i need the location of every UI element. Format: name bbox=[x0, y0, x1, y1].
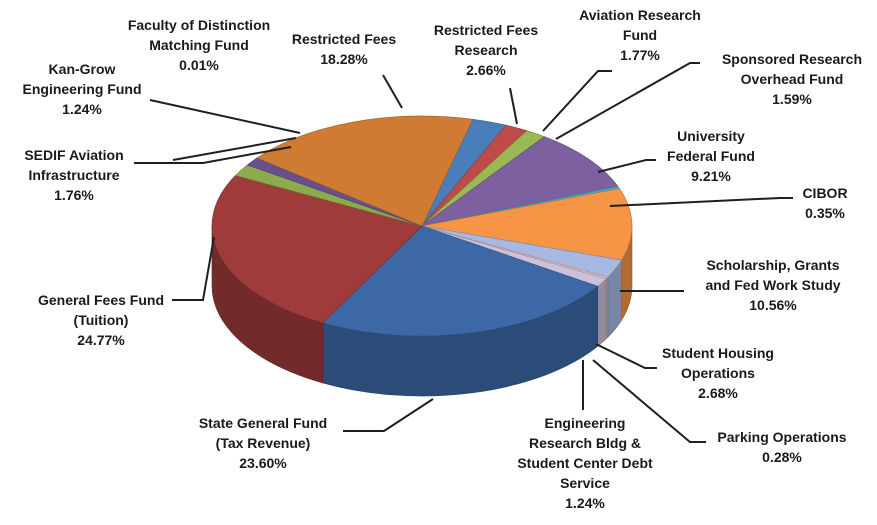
slice-label-text: Parking Operations bbox=[717, 429, 846, 445]
slice-label-percent: 1.59% bbox=[772, 91, 812, 107]
pie-slice-general-fees-fund-tuition bbox=[211, 175, 423, 324]
slice-label-text: Research Bldg & bbox=[529, 435, 641, 451]
slice-labels: Faculty of Distinction Matching Fund 0.01%… bbox=[23, 7, 863, 511]
slice-label-text: Engineering bbox=[545, 415, 626, 431]
slice-label: Student Housing Operations 2.68% bbox=[662, 345, 774, 401]
slice-label-text: Operations bbox=[681, 365, 755, 381]
slice-label-percent: 23.60% bbox=[239, 455, 287, 471]
leader-line bbox=[172, 236, 215, 301]
leader-line bbox=[343, 398, 434, 432]
slice-label-text: Research bbox=[454, 42, 517, 58]
slice-label-text: (Tax Revenue) bbox=[216, 435, 311, 451]
slice-label-percent: 9.21% bbox=[691, 168, 731, 184]
slice-label-text: Student Housing bbox=[662, 345, 774, 361]
slice-label-text: Federal Fund bbox=[667, 148, 755, 164]
leader-line bbox=[592, 359, 706, 443]
slice-label-text: Service bbox=[560, 475, 610, 491]
slice-label-text: Restricted Fees bbox=[434, 22, 538, 38]
slice-label-text: Engineering Fund bbox=[23, 81, 142, 97]
leader-lines bbox=[134, 62, 793, 443]
leader-line bbox=[609, 197, 793, 207]
slice-label-text: Overhead Fund bbox=[741, 71, 844, 87]
slice-label: Kan-Grow Engineering Fund 1.24% bbox=[23, 61, 142, 117]
pie-slice-state-general-fund-tax-revenue bbox=[322, 225, 599, 337]
slice-label-text: Infrastructure bbox=[28, 167, 119, 183]
slice-label-text: Kan-Grow bbox=[49, 61, 116, 77]
slice-label-percent: 0.28% bbox=[762, 449, 802, 465]
slice-label-percent: 10.56% bbox=[749, 297, 797, 313]
slice-label-text: Sponsored Research bbox=[722, 51, 862, 67]
slice-label-percent: 1.76% bbox=[54, 187, 94, 203]
slice-label-text: State General Fund bbox=[199, 415, 327, 431]
slice-label-text: Aviation Research bbox=[579, 7, 701, 23]
leader-line bbox=[595, 343, 657, 369]
slice-label-percent: 2.66% bbox=[466, 62, 506, 78]
leader-line bbox=[509, 87, 518, 125]
leader-line bbox=[542, 70, 612, 132]
slice-label-text: Matching Fund bbox=[149, 37, 249, 53]
leader-line bbox=[382, 74, 403, 109]
slice-label-text: SEDIF Aviation bbox=[24, 147, 123, 163]
leader-line bbox=[134, 146, 292, 164]
slice-label: Engineering Research Bldg & Student Center… bbox=[517, 415, 653, 511]
slice-label: General Fees Fund (Tuition) 24.77% bbox=[38, 292, 164, 348]
slice-label: University Federal Fund 9.21% bbox=[667, 128, 755, 184]
slice-label: State General Fund (Tax Revenue) 23.60% bbox=[199, 415, 327, 471]
slice-label: Aviation Research Fund 1.77% bbox=[579, 7, 701, 63]
slice-label-text: Fund bbox=[623, 27, 657, 43]
slice-label-percent: 2.68% bbox=[698, 385, 738, 401]
slice-label-text: University bbox=[677, 128, 745, 144]
slice-label-percent: 1.24% bbox=[62, 101, 102, 117]
slice-label-text: CIBOR bbox=[802, 185, 847, 201]
slice-label: Faculty of Distinction Matching Fund 0.01% bbox=[128, 17, 270, 73]
pie-sides bbox=[211, 225, 633, 397]
slice-label: Sponsored Research Overhead Fund 1.59% bbox=[722, 51, 862, 107]
slice-label-text: Student Center Debt bbox=[517, 455, 653, 471]
leader-line bbox=[172, 137, 297, 161]
slice-label-percent: 0.35% bbox=[805, 205, 845, 221]
slice-label-text: General Fees Fund bbox=[38, 292, 164, 308]
slice-label: Restricted Fees 18.28% bbox=[292, 31, 396, 67]
pie-slices bbox=[211, 115, 633, 337]
leader-line bbox=[555, 62, 700, 140]
slice-label: SEDIF Aviation Infrastructure 1.76% bbox=[24, 147, 123, 203]
slice-label-text: (Tuition) bbox=[74, 312, 129, 328]
slice-label-percent: 0.01% bbox=[179, 57, 219, 73]
slice-label: Parking Operations 0.28% bbox=[717, 429, 846, 465]
leader-line bbox=[149, 99, 301, 134]
slice-label-percent: 24.77% bbox=[77, 332, 125, 348]
leader-line bbox=[597, 159, 656, 173]
pie-side-engineering-research-bldg-student-center-debt-service bbox=[597, 278, 607, 347]
slice-label: CIBOR 0.35% bbox=[802, 185, 847, 221]
slice-label-percent: 1.77% bbox=[620, 47, 660, 63]
slice-label-percent: 18.28% bbox=[320, 51, 368, 67]
pie-slice-university-federal-fund bbox=[421, 136, 619, 227]
slice-label-percent: 1.24% bbox=[565, 495, 605, 511]
pie-slice-scholarship-grants-and-fed-work-study bbox=[421, 188, 633, 261]
slice-label: Scholarship, Grants and Fed Work Study 10.… bbox=[705, 257, 840, 313]
slice-label-text: and Fed Work Study bbox=[705, 277, 840, 293]
slice-label-text: Faculty of Distinction bbox=[128, 17, 270, 33]
pie-slice-restricted-fees bbox=[256, 115, 474, 227]
slice-label-text: Restricted Fees bbox=[292, 31, 396, 47]
slice-label: Restricted Fees Research 2.66% bbox=[434, 22, 538, 78]
slice-label-text: Scholarship, Grants bbox=[706, 257, 839, 273]
